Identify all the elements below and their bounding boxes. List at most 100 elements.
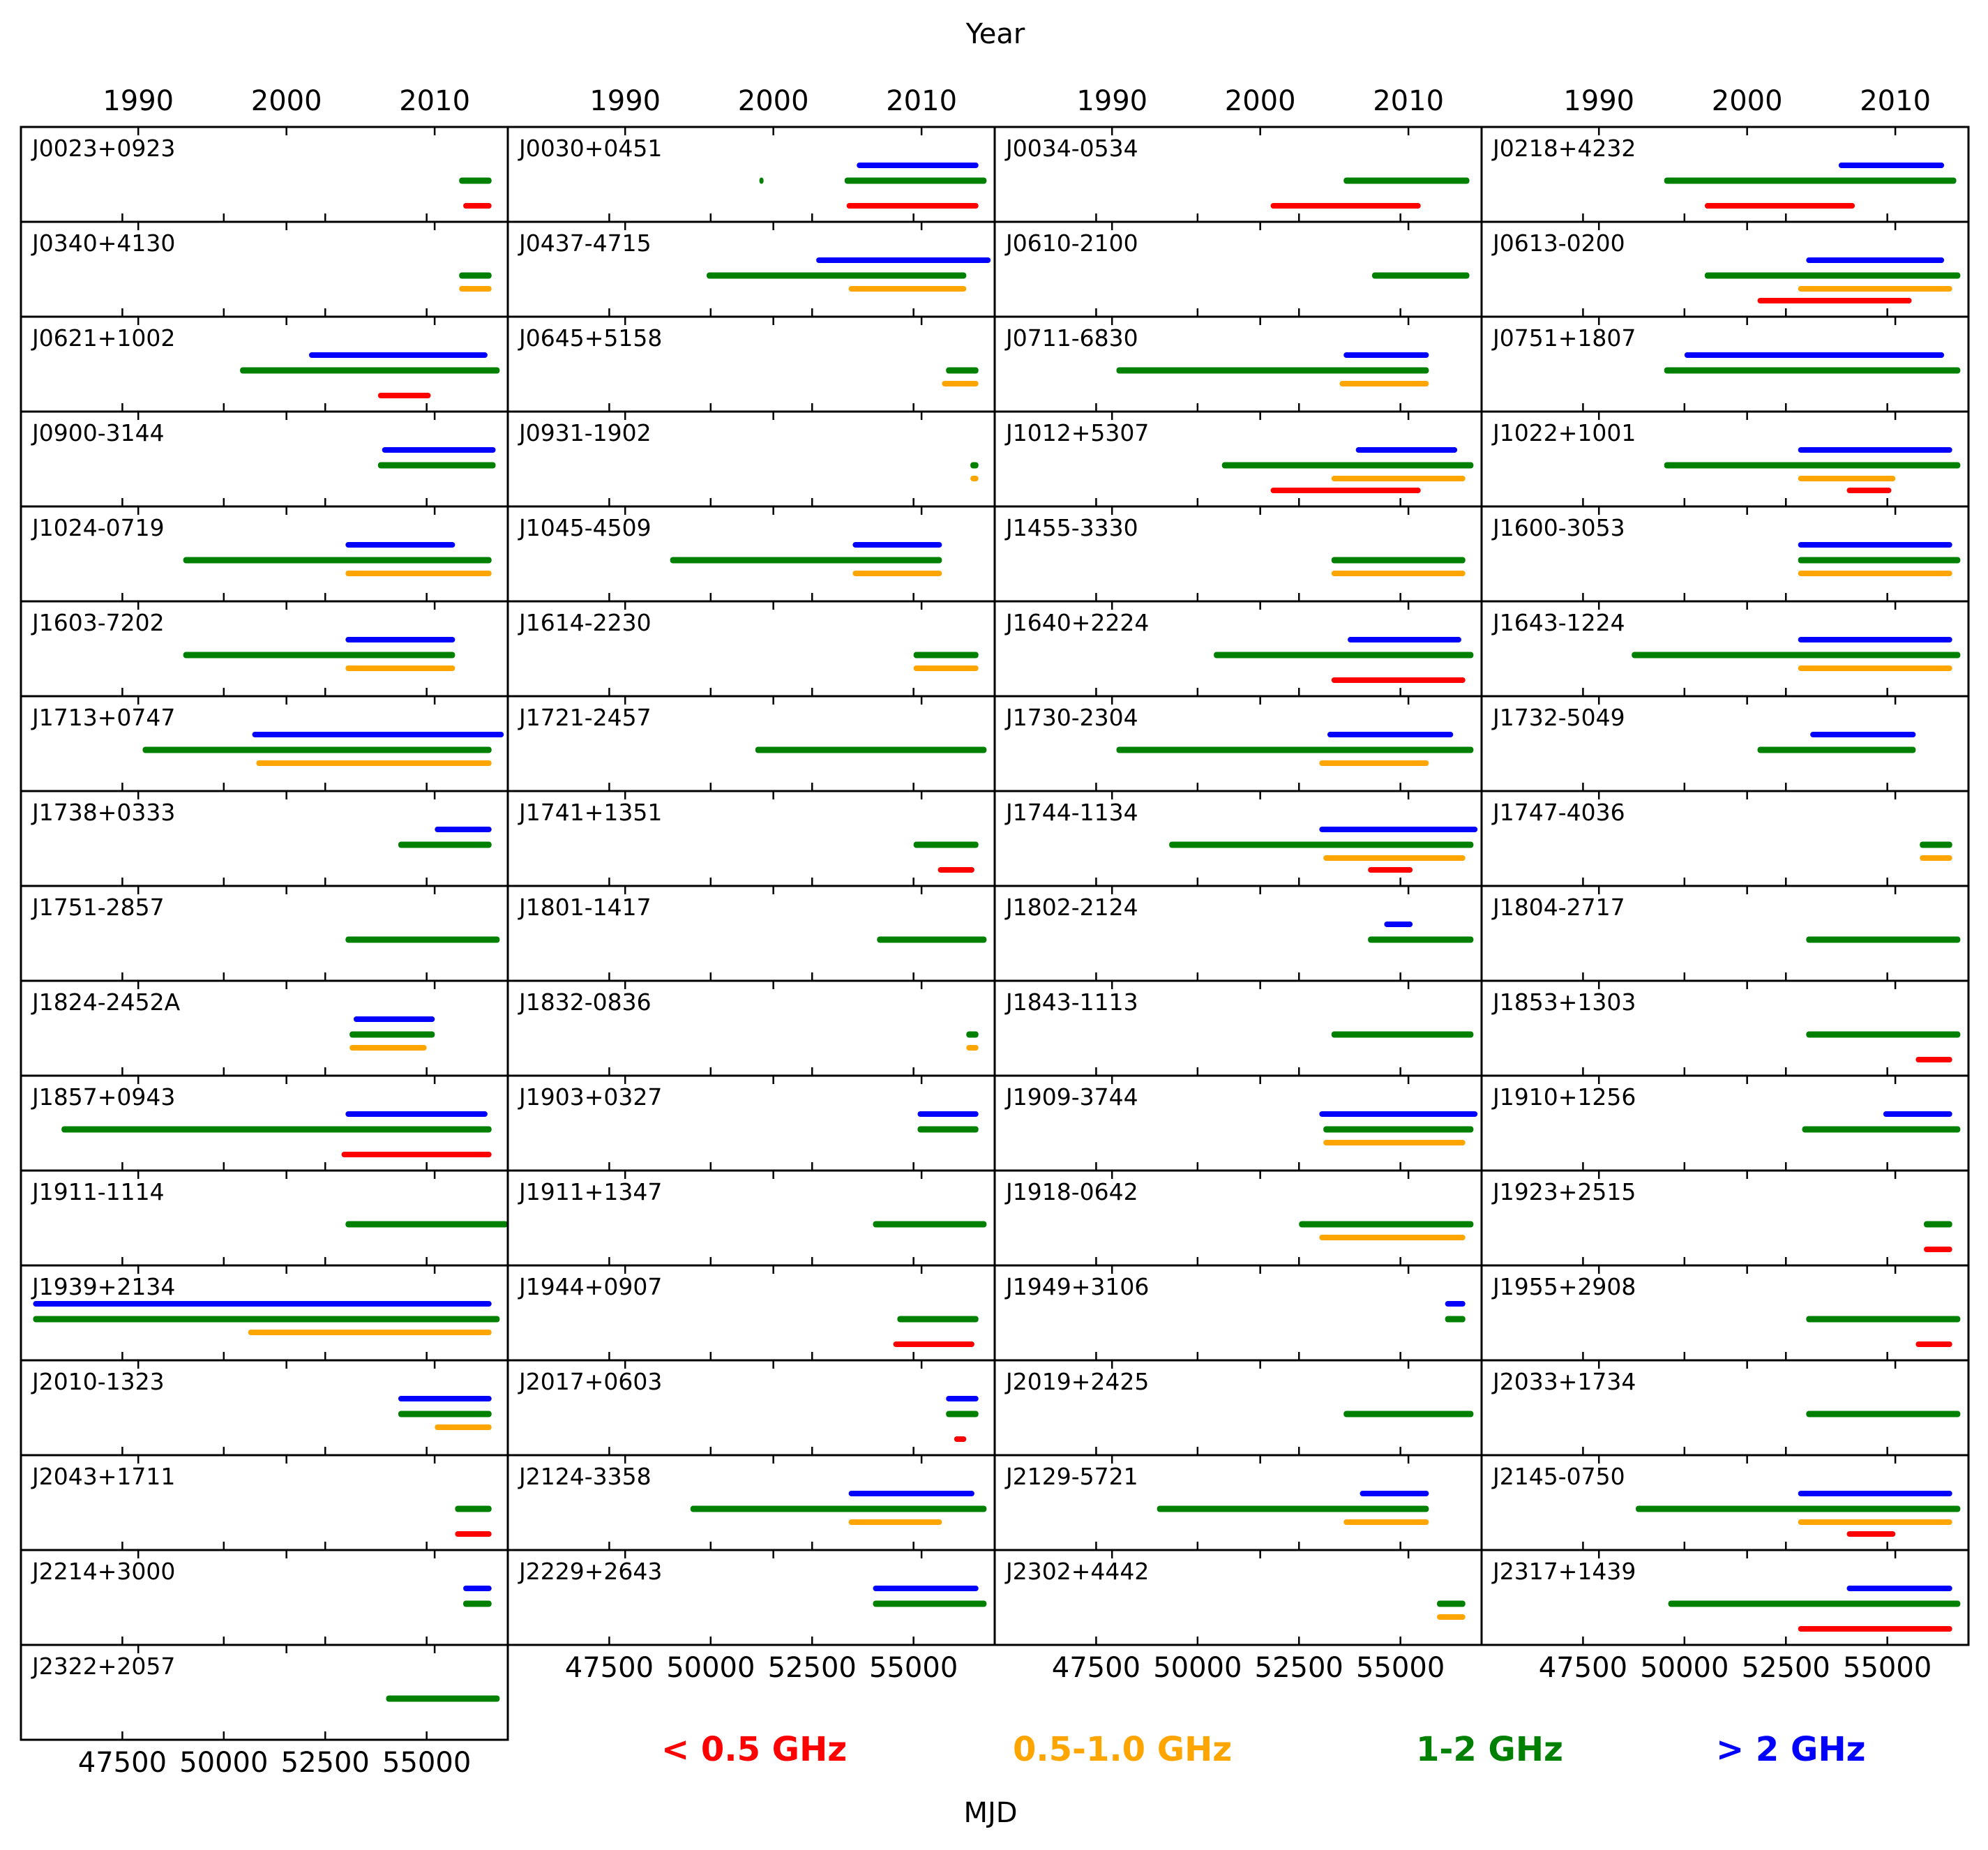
pulsar-name: J1741+1351 [518,799,662,826]
data-gt2-j1910-1256 [1883,1111,1952,1117]
data-lt05-j2317-1439 [1798,1626,1952,1632]
pulsar-name: J2033+1734 [1491,1368,1636,1395]
mjd-tick-label: 52500 [1255,1652,1343,1684]
pulsar-name: J0645+5158 [518,324,662,352]
year-tick-label: 1990 [103,85,174,117]
data-gt2-j1732-5049 [1810,732,1916,737]
data-b05-10-j2010-1323 [435,1424,492,1430]
data-gt2-j2124-3358 [848,1491,974,1496]
legend-05-10: 0.5-1.0 GHz [1013,1730,1233,1769]
data-b1-2-j0613-0200 [1704,272,1961,279]
data-gt2-j1024-0719 [345,542,455,548]
pulsar-name: J1911-1114 [31,1178,165,1205]
pulsar-name: J1832-0836 [518,988,652,1016]
data-b1-2-j0621-1002 [240,367,500,374]
data-b1-2-j1022-1001 [1664,462,1961,469]
data-gt2-j2145-0750 [1798,1491,1952,1496]
year-tick-label: 1990 [1076,85,1147,117]
data-gt2-j1600-3053 [1798,542,1952,548]
data-b1-2-j0645-5158 [946,367,979,374]
data-b05-10-j1600-3053 [1798,571,1952,576]
data-b05-10-j1024-0719 [345,571,492,576]
data-lt05-j0030-0451 [846,203,979,209]
data-b1-2-j1747-4036 [1920,841,1952,848]
data-lt05-j1741-1351 [937,867,974,873]
pulsar-name: J2043+1711 [31,1463,175,1490]
data-b1-2-j0034-0534 [1343,177,1470,184]
pulsar-name: J2229+2643 [518,1558,662,1585]
mjd-tick-label: 52500 [768,1652,857,1684]
data-b1-2-j1012-5307 [1221,462,1474,469]
pulsar-name: J0931-1902 [518,419,652,446]
pulsar-name: J2129-5721 [1004,1463,1138,1490]
pulsar-name: J1857+0943 [31,1083,175,1111]
pulsar-name: J1730-2304 [1004,704,1138,731]
data-b1-2-j0340-4130 [459,272,492,279]
data-b1-2-j1721-2457 [755,746,987,753]
pulsar-name: J1804-2717 [1491,894,1625,921]
data-b1-2-j1751-2857 [345,936,500,943]
data-gt2-j1603-7202 [345,637,455,642]
data-b1-2-j0900-3144 [377,462,496,469]
data-lt05-j1744-1134 [1368,867,1413,873]
pulsar-name: J0218+4232 [1491,135,1636,162]
data-b05-10-j2124-3358 [848,1519,942,1525]
data-b1-2-j1909-3744 [1323,1126,1474,1133]
data-b1-2-j0931-1902 [970,462,979,469]
pulsar-name: J1843-1113 [1004,988,1138,1016]
data-b05-10-j0437-4715 [848,286,967,292]
data-b1-2-j1843-1113 [1331,1031,1474,1038]
data-b1-2-j1804-2717 [1806,936,1961,943]
data-b05-10-j1713-0747 [256,760,492,766]
data-b05-10-j1045-4509 [852,571,942,576]
data-b1-2-j1640-2224 [1214,652,1474,659]
data-b05-10-j1747-4036 [1920,855,1952,861]
pulsar-name: J1949+3106 [1004,1273,1149,1300]
data-gt2-j1713-0747 [252,732,504,737]
pulsar-name: J0437-4715 [518,230,652,257]
data-gt2-j2317-1439 [1846,1586,1952,1591]
data-b1-2-j0751-1807 [1664,367,1961,374]
data-gt2-j1939-2134 [33,1301,492,1307]
data-b05-10-j2129-5721 [1343,1519,1429,1525]
pulsar-name: J1853+1303 [1491,988,1636,1016]
data-b05-10-j1643-1224 [1798,665,1952,671]
data-b1-2-j1857-0943 [61,1126,492,1133]
pulsar-name: J1747-4036 [1491,799,1625,826]
pulsar-name: J0030+0451 [518,135,662,162]
data-lt05-j1022-1001 [1846,488,1892,493]
data-b1-2-j1600-3053 [1798,557,1961,564]
pulsar-name: J2145-0750 [1491,1463,1625,1490]
data-gt2-j1824-2452a [353,1016,435,1022]
pulsar-name: J1824-2452A [31,988,181,1016]
data-gt2-j1643-1224 [1798,637,1952,642]
data-b1-2-j1024-0719 [183,557,492,564]
pulsar-name: J1024-0719 [31,514,165,541]
mjd-tick-label: 55000 [382,1747,471,1779]
pulsar-name: J2322+2057 [31,1653,175,1680]
legend-gt2: > 2 GHz [1716,1730,1866,1769]
data-b1-2-j1744-1134 [1169,841,1474,848]
mjd-tick-label: 52500 [1742,1652,1830,1684]
data-b1-2-j1918-0642 [1299,1221,1474,1228]
pulsar-name: J2017+0603 [518,1368,662,1395]
data-gt2-j0900-3144 [382,447,496,453]
pulsar-name: J2019+2425 [1004,1368,1149,1395]
data-b05-10-j1744-1134 [1323,855,1466,861]
data-b1-2-j1939-2134 [33,1316,500,1323]
data-gt2-j0030-0451 [857,163,979,168]
data-b1-2-j0030-0451 [759,177,764,184]
mjd-tick-label: 50000 [179,1747,268,1779]
data-gt2-j1909-3744 [1319,1111,1478,1117]
data-lt05-j1955-2908 [1915,1341,1952,1347]
data-lt05-j2017-0603 [954,1436,967,1442]
data-gt2-j0751-1807 [1684,352,1945,358]
pulsar-name: J2010-1323 [31,1368,165,1395]
pulsar-name: J1012+5307 [1004,419,1149,446]
data-b1-2-j1853-1303 [1806,1031,1961,1038]
data-b1-2-j0218-4232 [1664,177,1957,184]
data-b05-10-j1012-5307 [1331,476,1466,481]
pulsar-name: J0900-3144 [31,419,165,446]
pulsar-name: J1909-3744 [1004,1083,1138,1111]
data-b1-2-j1603-7202 [183,652,455,659]
